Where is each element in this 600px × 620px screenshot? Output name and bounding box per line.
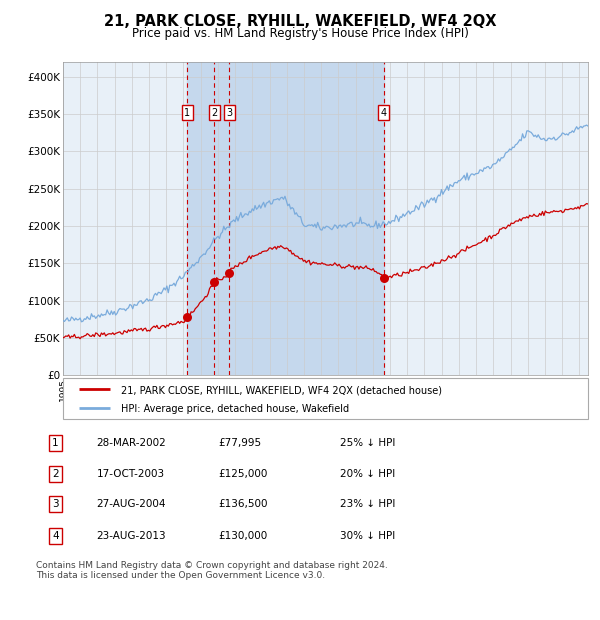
- Text: £130,000: £130,000: [218, 531, 268, 541]
- Text: 30% ↓ HPI: 30% ↓ HPI: [340, 531, 395, 541]
- Text: Price paid vs. HM Land Registry's House Price Index (HPI): Price paid vs. HM Land Registry's House …: [131, 27, 469, 40]
- Text: 4: 4: [381, 108, 387, 118]
- Text: Contains HM Land Registry data © Crown copyright and database right 2024.
This d: Contains HM Land Registry data © Crown c…: [36, 561, 388, 580]
- Text: 23-AUG-2013: 23-AUG-2013: [97, 531, 166, 541]
- Text: HPI: Average price, detached house, Wakefield: HPI: Average price, detached house, Wake…: [121, 404, 349, 414]
- Text: 1: 1: [52, 438, 59, 448]
- Text: 3: 3: [226, 108, 232, 118]
- Bar: [187, 62, 384, 375]
- Text: 1: 1: [184, 108, 191, 118]
- Text: 21, PARK CLOSE, RYHILL, WAKEFIELD, WF4 2QX: 21, PARK CLOSE, RYHILL, WAKEFIELD, WF4 2…: [104, 14, 496, 29]
- Text: 27-AUG-2004: 27-AUG-2004: [97, 499, 166, 509]
- Text: 28-MAR-2002: 28-MAR-2002: [97, 438, 166, 448]
- Text: 17-OCT-2003: 17-OCT-2003: [97, 469, 165, 479]
- Text: 4: 4: [52, 531, 59, 541]
- Text: £77,995: £77,995: [218, 438, 261, 448]
- Text: £136,500: £136,500: [218, 499, 268, 509]
- Text: 23% ↓ HPI: 23% ↓ HPI: [340, 499, 395, 509]
- Text: 25% ↓ HPI: 25% ↓ HPI: [340, 438, 395, 448]
- Text: 2: 2: [52, 469, 59, 479]
- Text: 21, PARK CLOSE, RYHILL, WAKEFIELD, WF4 2QX (detached house): 21, PARK CLOSE, RYHILL, WAKEFIELD, WF4 2…: [121, 385, 442, 396]
- Text: £125,000: £125,000: [218, 469, 268, 479]
- Text: 2: 2: [211, 108, 217, 118]
- Text: 20% ↓ HPI: 20% ↓ HPI: [340, 469, 395, 479]
- FancyBboxPatch shape: [63, 378, 588, 418]
- Text: 3: 3: [52, 499, 59, 509]
